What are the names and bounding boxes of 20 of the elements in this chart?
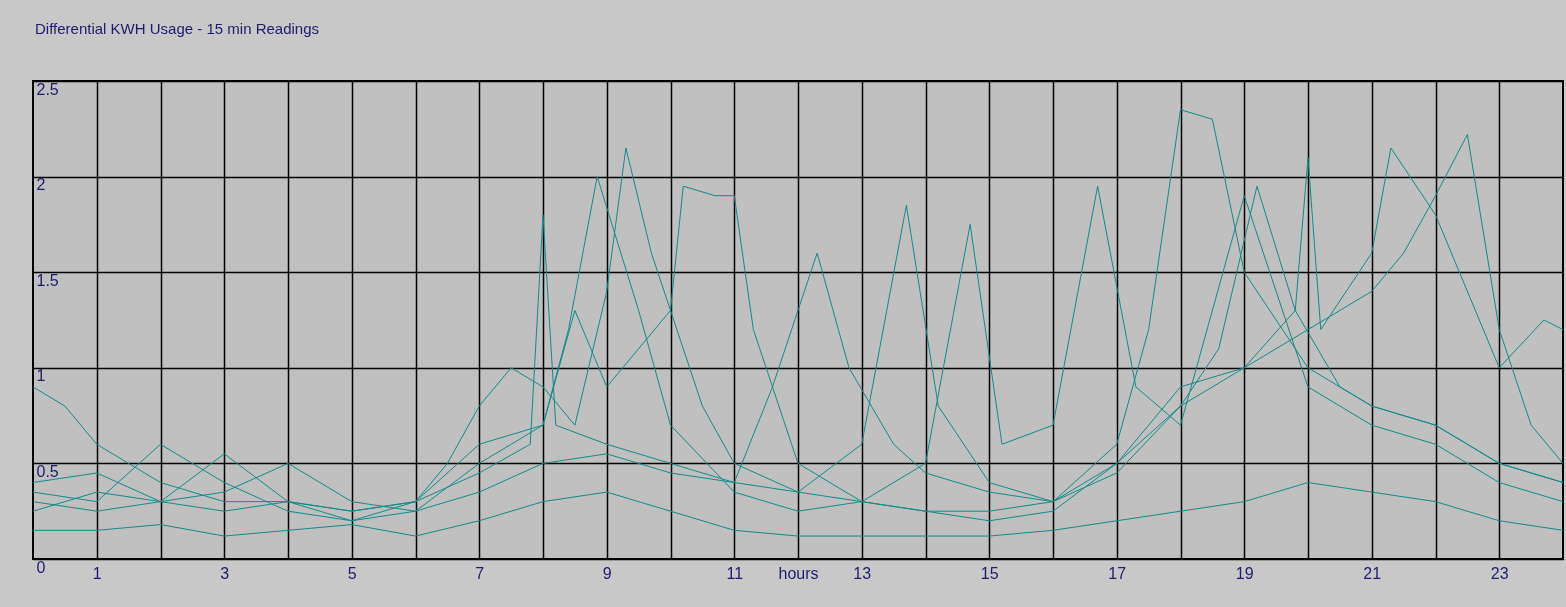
y-tick-label: 2.5 [36, 80, 59, 98]
x-tick-label: 9 [602, 564, 612, 582]
x-tick-label: 17 [1108, 564, 1127, 582]
x-tick-label: 19 [1235, 564, 1254, 582]
x-tick-label: 3 [220, 564, 230, 582]
y-tick-label: 1 [36, 367, 46, 385]
y-tick-label: 0 [36, 558, 46, 576]
x-tick-label: 1 [92, 564, 102, 582]
x-tick-label: 23 [1490, 564, 1509, 582]
x-tick-label: 11 [726, 564, 744, 582]
x-tick-label: 5 [347, 564, 357, 582]
x-tick-label: 7 [475, 564, 485, 582]
x-axis-title: hours [778, 564, 819, 582]
x-tick-label: 13 [853, 564, 872, 582]
x-tick-label: 15 [980, 564, 999, 582]
chart-title: Differential KWH Usage - 15 min Readings [35, 20, 320, 37]
y-tick-label: 0.5 [36, 462, 59, 480]
x-tick-label: 21 [1363, 564, 1382, 582]
y-tick-label: 1.5 [36, 271, 59, 289]
y-tick-label: 2 [36, 176, 46, 194]
